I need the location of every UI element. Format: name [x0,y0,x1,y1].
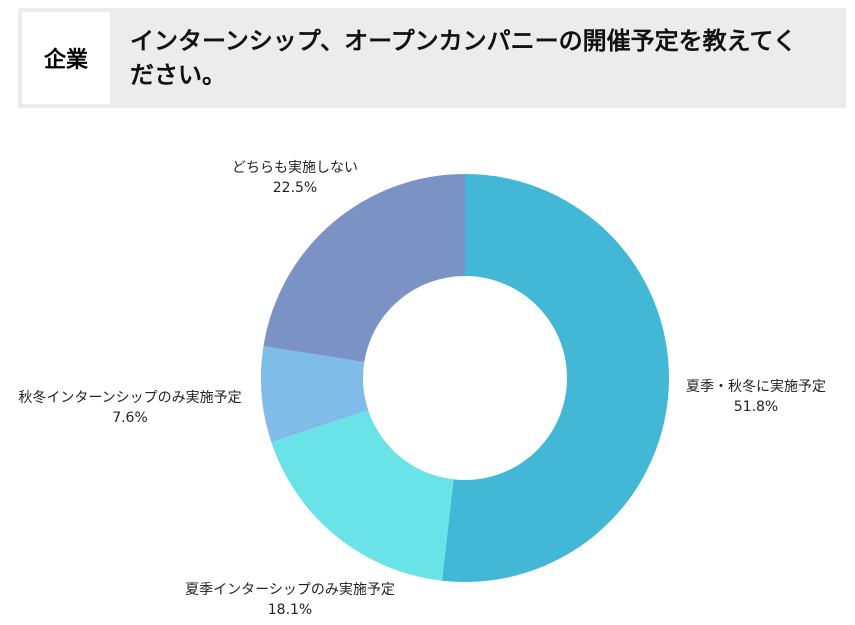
chart-title: インターンシップ、オープンカンパニーの開催予定を教えてください。 [130,27,797,89]
donut-slice [441,174,670,582]
header: 企業 インターンシップ、オープンカンパニーの開催予定を教えてください。 [18,8,846,108]
donut-slice [261,346,369,443]
slice-label: 秋冬インターンシップのみ実施予定 [18,390,241,406]
slice-value-label: 51.8% [734,399,778,415]
slice-label: 夏季・秋冬に実施予定 [686,379,826,395]
slice-value-label: 22.5% [273,180,317,196]
donut-slice [271,410,454,581]
slice-value-label: 7.6% [112,410,148,426]
slice-value-label: 18.1% [268,602,312,618]
header-label: 企業 [22,12,110,104]
slice-label: 夏季インターシップのみ実施予定 [185,582,395,598]
donut-slice [263,174,465,363]
slice-label: どちらも実施しない [232,160,358,176]
